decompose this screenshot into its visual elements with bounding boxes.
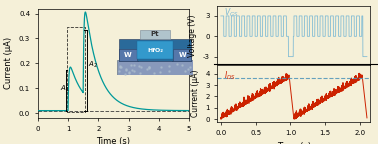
Y-axis label: Current (μA): Current (μA) — [191, 70, 200, 117]
Text: HfO₂: HfO₂ — [147, 48, 163, 53]
Text: $A_2$: $A_2$ — [88, 60, 98, 70]
Y-axis label: Voltage (V): Voltage (V) — [188, 14, 197, 57]
Y-axis label: Current (μA): Current (μA) — [5, 37, 13, 89]
Text: $I_{DS}$: $I_{DS}$ — [224, 69, 235, 82]
X-axis label: Time (s): Time (s) — [277, 142, 311, 144]
FancyBboxPatch shape — [119, 39, 191, 61]
FancyBboxPatch shape — [140, 30, 170, 39]
FancyBboxPatch shape — [119, 49, 137, 61]
FancyBboxPatch shape — [119, 49, 138, 61]
Text: $A_1$: $A_1$ — [60, 84, 70, 94]
Text: W: W — [178, 52, 186, 58]
FancyBboxPatch shape — [172, 49, 191, 61]
FancyBboxPatch shape — [137, 41, 173, 59]
FancyBboxPatch shape — [173, 49, 191, 61]
X-axis label: Time (s): Time (s) — [96, 137, 130, 144]
FancyBboxPatch shape — [117, 60, 193, 75]
Text: Pt: Pt — [151, 31, 159, 37]
Text: $V_{GS}$: $V_{GS}$ — [224, 7, 238, 19]
Text: W: W — [124, 52, 132, 58]
